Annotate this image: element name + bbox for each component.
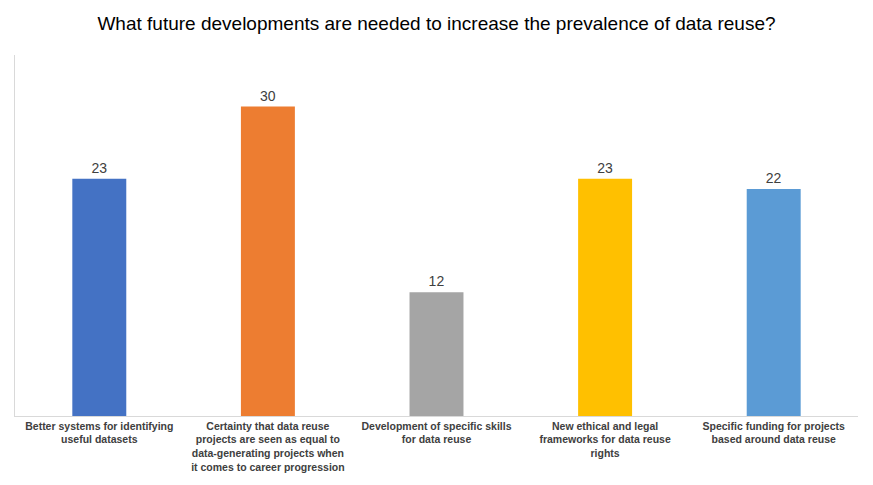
svg-text:22: 22	[766, 170, 782, 186]
svg-text:12: 12	[429, 273, 445, 289]
svg-text:New ethical and legalframework: New ethical and legalframeworks for data…	[539, 420, 670, 459]
svg-text:23: 23	[91, 160, 107, 176]
svg-text:What future developments are n: What future developments are needed to i…	[97, 13, 775, 34]
svg-text:Development of specific skills: Development of specific skillsfor data r…	[362, 420, 512, 446]
svg-text:Better systems for identifying: Better systems for identifyinguseful dat…	[25, 420, 173, 446]
svg-text:23: 23	[597, 160, 613, 176]
svg-text:Certainty that data reuseproje: Certainty that data reuseprojects are se…	[191, 420, 344, 473]
svg-text:30: 30	[260, 88, 276, 104]
svg-text:Specific funding for projectsb: Specific funding for projectsbased aroun…	[703, 420, 846, 446]
